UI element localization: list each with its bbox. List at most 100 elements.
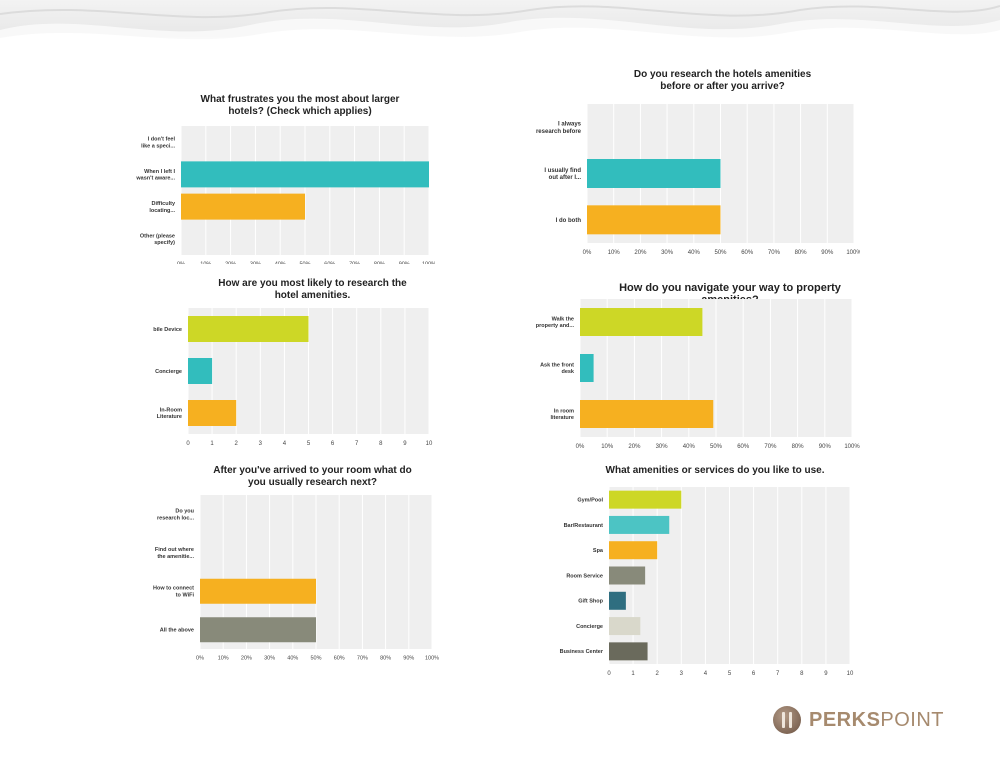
category-label: Difficulty locating... [149,201,176,214]
bar [609,541,658,560]
bar [188,400,237,426]
tick-label: 20% [225,262,236,265]
tick-label: 0 [186,441,190,447]
tick-label: 60% [334,656,345,662]
category-label: bile Device [153,327,182,333]
tick-label: 7 [776,671,780,677]
tick-label: 100% [846,250,860,256]
category-label: I usually find out after I... [544,168,581,181]
tick-label: 10% [601,444,614,450]
tick-label: 90% [399,262,410,265]
tick-label: 60% [737,444,750,450]
tick-label: 70% [357,656,368,662]
bar [181,193,305,220]
category-label: I always research before [536,122,582,135]
bar [200,617,316,643]
tick-label: 7 [355,441,359,447]
category-label: Ask the front desk [540,362,575,375]
bar [609,515,670,534]
tick-label: 0% [177,262,185,265]
bar [580,308,703,336]
tick-label: 90% [403,656,414,662]
chart-navigation: How do you navigate your way to property… [520,282,860,454]
chart-title: After you've arrived to your room what d… [213,465,412,488]
category-label: How to connect to WiFi [153,586,194,599]
category-label: All the above [160,628,194,634]
tick-label: 80% [795,250,808,256]
chart-frustrations: What frustrates you the most about large… [135,94,435,264]
bar [609,642,648,661]
chart-plot: I always research before I usually find out… [536,104,860,256]
bar [181,161,429,188]
tick-label: 90% [819,444,832,450]
tick-label: 10% [608,250,621,256]
tick-label: 80% [792,444,805,450]
tick-label: 80% [374,262,385,265]
tick-label: 6 [752,671,756,677]
chart-research-timing: Do you research the hotels amenities bef… [525,69,860,259]
tick-label: 20% [241,656,252,662]
chart-title: What amenities or services do you like t… [605,465,825,476]
tick-label: 40% [287,656,298,662]
tick-label: 100% [425,656,439,662]
tick-label: 30% [250,262,261,265]
tick-label: 60% [741,250,754,256]
category-label: Find out where the amenitie... [155,547,195,560]
category-label: Gift Shop [578,599,603,605]
tick-label: 30% [264,656,275,662]
perkspoint-logo: PERKSPOINT [773,705,944,735]
tick-label: 10 [847,671,854,677]
tick-label: 0% [196,656,204,662]
bar [609,591,626,610]
tick-label: 100% [844,444,860,450]
chart-plot: I don't feel like a speci... When I left I… [135,126,435,265]
tick-label: 1 [210,441,214,447]
chart-plot: bile Device Concierge In-Room Literature 0 1 2… [153,308,433,447]
tick-label: 5 [728,671,732,677]
brand-wordmark: PERKSPOINT [809,708,945,731]
tick-label: 10% [200,262,211,265]
chart-plot: Gym/Pool Bar/Restaurant Spa Room Service Gif… [560,487,854,677]
category-label: In room literature [550,408,574,421]
tick-label: 60% [324,262,335,265]
tick-label: 1 [631,671,635,677]
tick-label: 3 [680,671,684,677]
bar [587,205,721,235]
tick-label: 70% [349,262,360,265]
perkspoint-logo-icon [773,706,801,734]
decorative-wave-banner [0,0,1000,52]
tick-label: 40% [688,250,701,256]
category-label: Other (please specify) [140,233,175,246]
category-label: Business Center [560,649,604,655]
chart-title: What frustrates you the most about large… [200,94,400,117]
category-label: I do both [556,218,582,224]
tick-label: 50% [299,262,310,265]
chart-title: Do you research the hotels amenities bef… [633,69,812,92]
bar [609,617,641,636]
tick-label: 20% [634,250,647,256]
tick-label: 3 [259,441,263,447]
category-label: Walk the property and... [536,316,575,329]
category-label: I don't feel like a speci... [141,137,175,150]
category-label: Spa [593,548,604,554]
tick-label: 50% [714,250,727,256]
chart-amenities-used: What amenities or services do you like t… [540,465,860,680]
tick-label: 30% [661,250,674,256]
category-label: In-Room Literature [157,407,182,420]
tick-label: 90% [821,250,834,256]
tick-label: 40% [275,262,286,265]
tick-label: 6 [331,441,335,447]
tick-label: 10 [426,441,433,447]
chart-plot: Walk the property and... Ask the front desk… [536,299,860,450]
tick-label: 70% [768,250,781,256]
chart-plot: Do you research loc... Find out where the a… [153,495,439,662]
bar [580,400,714,428]
tick-label: 100% [422,262,435,265]
tick-label: 2 [656,671,660,677]
tick-label: 8 [379,441,383,447]
tick-label: 5 [307,441,311,447]
category-label: Bar/Restaurant [564,523,604,529]
tick-label: 30% [656,444,669,450]
bar [188,358,213,384]
